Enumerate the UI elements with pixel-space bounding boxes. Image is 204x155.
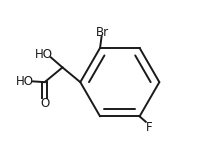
- Text: HO: HO: [35, 48, 53, 61]
- Text: F: F: [146, 121, 152, 134]
- Text: O: O: [40, 97, 49, 110]
- Text: Br: Br: [96, 26, 109, 39]
- Text: HO: HO: [16, 75, 33, 88]
